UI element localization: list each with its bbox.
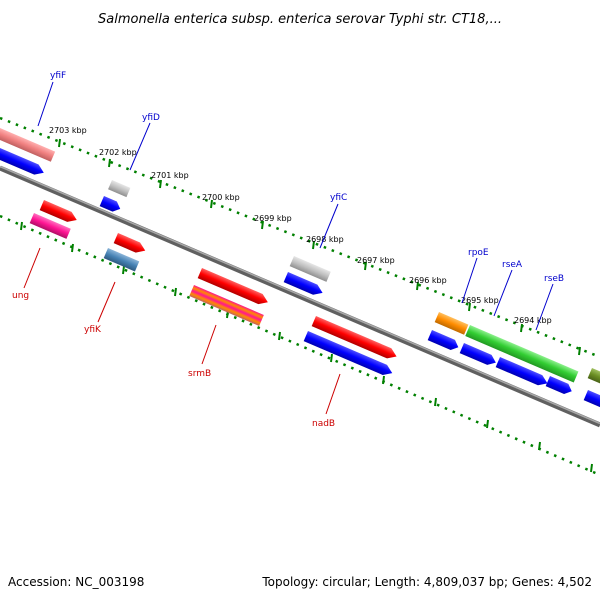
gene-label-rseB[interactable]: rseB: [544, 274, 564, 284]
tick-labels: 2703 kbp 2702 kbp 2701 kbp 2700 kbp 2699…: [49, 126, 552, 325]
gene-yfiC-feature[interactable]: [289, 256, 331, 282]
tick-label: 2700 kbp: [202, 193, 240, 202]
gene-srmB-feature[interactable]: [189, 285, 264, 326]
gene-label-nadB[interactable]: nadB: [312, 419, 335, 429]
gene-label-yfiC[interactable]: yfiC: [330, 193, 347, 203]
cds-arrow[interactable]: [459, 343, 498, 368]
tick-label: 2701 kbp: [151, 171, 189, 180]
gene-label-srmB[interactable]: srmB: [188, 369, 211, 379]
tick-label: 2698 kbp: [306, 235, 344, 244]
cds-arrow[interactable]: [583, 390, 600, 410]
gene-feature-red[interactable]: [39, 200, 79, 225]
genome-backbone-highlight: [0, 165, 600, 425]
tick-label: 2703 kbp: [49, 126, 87, 135]
gene-feature-red[interactable]: [311, 316, 399, 362]
gene-label-yfiK[interactable]: yfiK: [84, 325, 102, 335]
gene-feature-red[interactable]: [197, 268, 270, 307]
tick-label: 2697 kbp: [357, 256, 395, 265]
cds-arrow[interactable]: [545, 376, 574, 396]
genome-summary-text: Topology: circular; Length: 4,809,037 bp…: [261, 575, 592, 589]
lower-gene-labels: [23, 247, 341, 415]
gene-label-yfiF[interactable]: yfiF: [50, 71, 66, 81]
lower-features: [29, 200, 399, 378]
gene-yfiD-feature[interactable]: [108, 180, 131, 198]
gene-feature-olive[interactable]: [587, 368, 600, 386]
gene-label-yfiD[interactable]: yfiD: [142, 113, 160, 123]
gene-feature-red[interactable]: [113, 233, 148, 256]
map-title: Salmonella enterica subsp. enterica sero…: [98, 12, 502, 27]
gene-label-rseA[interactable]: rseA: [502, 260, 523, 270]
tick-label: 2695 kbp: [461, 296, 499, 305]
cds-arrow[interactable]: [495, 357, 550, 388]
upper-gene-labels: [37, 81, 554, 331]
tick-label: 2702 kbp: [99, 148, 137, 157]
upper-features: [0, 128, 600, 410]
cds-arrow[interactable]: [427, 330, 461, 352]
lower-ruler: [0, 214, 600, 477]
gene-rpoE-feature[interactable]: [434, 312, 469, 335]
cds-arrow[interactable]: [0, 148, 46, 178]
gene-nadB-feature[interactable]: [303, 331, 395, 378]
cds-arrow[interactable]: [99, 196, 123, 214]
tick-label: 2696 kbp: [409, 276, 447, 285]
gene-label-rpoE[interactable]: rpoE: [468, 248, 489, 258]
tick-label: 2699 kbp: [254, 214, 292, 223]
gene-ung-feature[interactable]: [29, 213, 71, 239]
genome-backbone: [0, 165, 600, 428]
tick-label: 2694 kbp: [514, 316, 552, 325]
accession-text: Accession: NC_003198: [8, 575, 144, 589]
gene-yfiF-feature[interactable]: [0, 128, 56, 162]
upper-ruler: [0, 116, 600, 359]
cds-arrow[interactable]: [283, 272, 325, 298]
gene-label-ung[interactable]: ung: [12, 291, 29, 301]
gene-yfiK-feature[interactable]: [103, 247, 140, 272]
lower-major-ticks: [20, 221, 593, 473]
upper-major-ticks: [58, 138, 581, 356]
gene-rseA-feature[interactable]: [465, 325, 579, 383]
